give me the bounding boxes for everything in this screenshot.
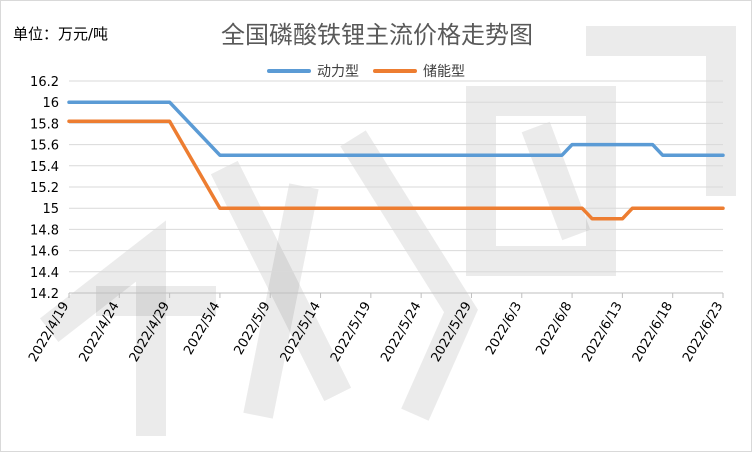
y-tick-label-1: 14.4 bbox=[30, 266, 59, 281]
y-tick-label-10: 16.2 bbox=[30, 75, 59, 90]
x-tick-label-12: 2022/6/18 bbox=[630, 300, 676, 365]
x-tick-label-8: 2022/5/29 bbox=[429, 300, 475, 365]
x-tick-label-2: 2022/4/29 bbox=[127, 300, 173, 365]
legend-item-power: 动力型 bbox=[267, 61, 359, 81]
legend-label-power: 动力型 bbox=[317, 64, 359, 80]
series-line-1 bbox=[67, 119, 725, 221]
chart-title: 全国磷酸铁锂主流价格走势图 bbox=[221, 21, 533, 49]
x-tick-label-3: 2022/5/4 bbox=[181, 300, 223, 358]
x-tick-label-5: 2022/5/14 bbox=[278, 300, 324, 365]
legend: 动力型 储能型 bbox=[267, 61, 479, 81]
y-tick-label-7: 15.6 bbox=[30, 139, 59, 154]
x-tick-label-13: 2022/6/23 bbox=[680, 300, 726, 365]
unit-label: 单位：万元/吨 bbox=[13, 25, 109, 43]
x-tick-label-10: 2022/6/8 bbox=[533, 300, 575, 358]
legend-swatch-storage bbox=[373, 69, 417, 73]
y-tick-label-0: 14.2 bbox=[30, 287, 59, 302]
x-tick-label-4: 2022/5/9 bbox=[232, 300, 274, 358]
y-tick-label-3: 14.8 bbox=[30, 223, 59, 238]
x-tick-label-9: 2022/6/3 bbox=[483, 300, 525, 358]
y-tick-label-4: 15 bbox=[42, 202, 59, 217]
legend-swatch-power bbox=[267, 69, 311, 73]
y-tick-label-5: 15.2 bbox=[30, 181, 59, 196]
y-tick-label-2: 14.6 bbox=[30, 245, 59, 260]
x-tick-label-11: 2022/6/13 bbox=[580, 300, 626, 365]
x-tick-label-7: 2022/5/24 bbox=[378, 300, 424, 365]
x-tick-label-6: 2022/5/19 bbox=[328, 300, 374, 365]
y-tick-label-6: 15.4 bbox=[30, 160, 59, 175]
y-tick-label-9: 16 bbox=[42, 96, 59, 111]
legend-label-storage: 储能型 bbox=[423, 64, 465, 80]
x-tick-label-0: 2022/4/19 bbox=[26, 300, 72, 365]
legend-item-storage: 储能型 bbox=[373, 61, 465, 81]
series-line-0 bbox=[67, 100, 725, 157]
y-tick-label-8: 15.8 bbox=[30, 117, 59, 132]
x-tick-label-1: 2022/4/24 bbox=[76, 300, 122, 365]
